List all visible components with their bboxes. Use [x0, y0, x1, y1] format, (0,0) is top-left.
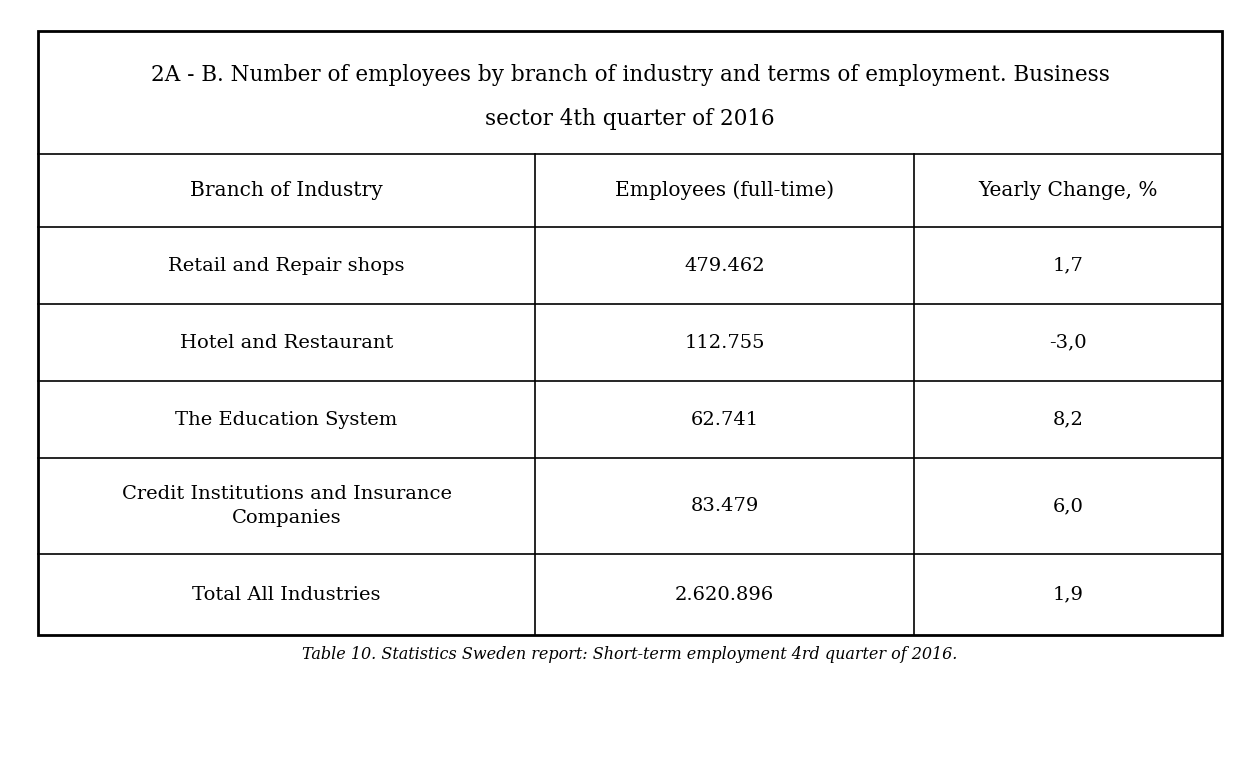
Text: -3,0: -3,0 — [1050, 333, 1087, 352]
Text: 1,7: 1,7 — [1053, 256, 1084, 275]
Text: Table 10. Statistics Sweden report: Short-term employment 4rd quarter of 2016.: Table 10. Statistics Sweden report: Shor… — [302, 646, 958, 663]
Text: Branch of Industry: Branch of Industry — [190, 181, 383, 200]
Text: Hotel and Restaurant: Hotel and Restaurant — [180, 333, 393, 352]
Text: 1,9: 1,9 — [1052, 586, 1084, 604]
Text: 83.479: 83.479 — [690, 497, 759, 515]
Text: 6,0: 6,0 — [1053, 497, 1084, 515]
Bar — [38, 31, 1222, 635]
Text: 479.462: 479.462 — [684, 256, 765, 275]
Text: 2.620.896: 2.620.896 — [675, 586, 775, 604]
Text: Credit Institutions and Insurance
Companies: Credit Institutions and Insurance Compan… — [121, 485, 451, 527]
Text: Employees (full-time): Employees (full-time) — [615, 181, 834, 200]
Text: sector 4th quarter of 2016: sector 4th quarter of 2016 — [485, 108, 775, 129]
Text: 8,2: 8,2 — [1053, 410, 1084, 429]
Text: The Education System: The Education System — [175, 410, 398, 429]
Text: 2A - B. Number of employees by branch of industry and terms of employment. Busin: 2A - B. Number of employees by branch of… — [150, 64, 1110, 85]
Text: 112.755: 112.755 — [684, 333, 765, 352]
Text: Total All Industries: Total All Industries — [193, 586, 381, 604]
Text: Retail and Repair shops: Retail and Repair shops — [169, 256, 404, 275]
Text: 62.741: 62.741 — [690, 410, 759, 429]
Text: Yearly Change, %: Yearly Change, % — [979, 181, 1158, 200]
